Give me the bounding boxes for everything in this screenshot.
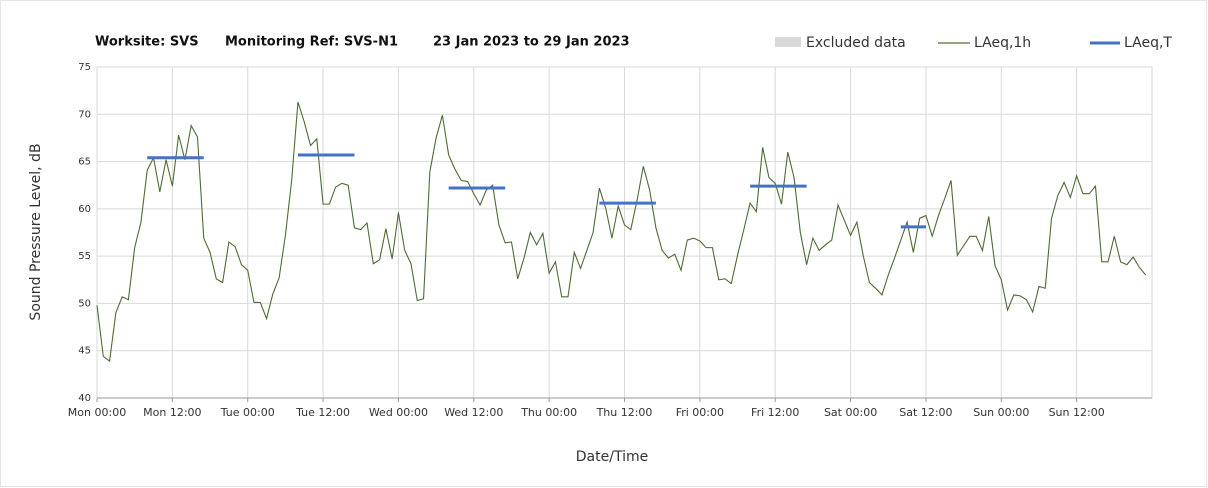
- y-tick-label: 40: [78, 393, 91, 404]
- y-tick-label: 60: [78, 204, 91, 215]
- data-line: [96, 101, 1147, 363]
- y-tick-label: 45: [78, 346, 91, 357]
- x-tick-label: Sat 12:00: [899, 406, 952, 419]
- x-tick-label: Tue 00:00: [220, 406, 275, 419]
- y-tick-label: 75: [78, 62, 91, 73]
- legend-label: LAeq,1h: [974, 35, 1031, 51]
- legend-label: Excluded data: [806, 35, 906, 51]
- x-tick-label: Sun 12:00: [1049, 406, 1105, 419]
- x-axis-title: Date/Time: [576, 449, 648, 465]
- y-tick-label: 65: [78, 157, 91, 168]
- y-tick-label: 50: [78, 298, 91, 309]
- chart-title: Monitoring Ref: SVS-N1: [225, 35, 398, 50]
- legend-swatch: [775, 37, 801, 47]
- x-tick-label: Sat 00:00: [824, 406, 877, 419]
- x-tick-label: Sun 00:00: [973, 406, 1029, 419]
- x-tick-label: Fri 00:00: [676, 406, 724, 419]
- y-tick-label: 70: [78, 109, 91, 120]
- x-tick-label: Wed 12:00: [444, 406, 503, 419]
- chart-title: 23 Jan 2023 to 29 Jan 2023: [433, 35, 630, 50]
- x-tick-label: Tue 12:00: [295, 406, 350, 419]
- x-tick-label: Fri 12:00: [751, 406, 799, 419]
- chart-title: Worksite: SVS: [95, 35, 199, 50]
- y-axis-title: Sound Pressure Level, dB: [28, 143, 44, 320]
- y-tick-label: 55: [78, 251, 91, 262]
- legend-label: LAeq,T: [1124, 35, 1172, 51]
- x-tick-label: Thu 12:00: [596, 406, 653, 419]
- x-tick-label: Wed 00:00: [369, 406, 428, 419]
- x-tick-label: Mon 00:00: [68, 406, 126, 419]
- x-tick-label: Mon 12:00: [143, 406, 201, 419]
- x-tick-label: Thu 00:00: [520, 406, 577, 419]
